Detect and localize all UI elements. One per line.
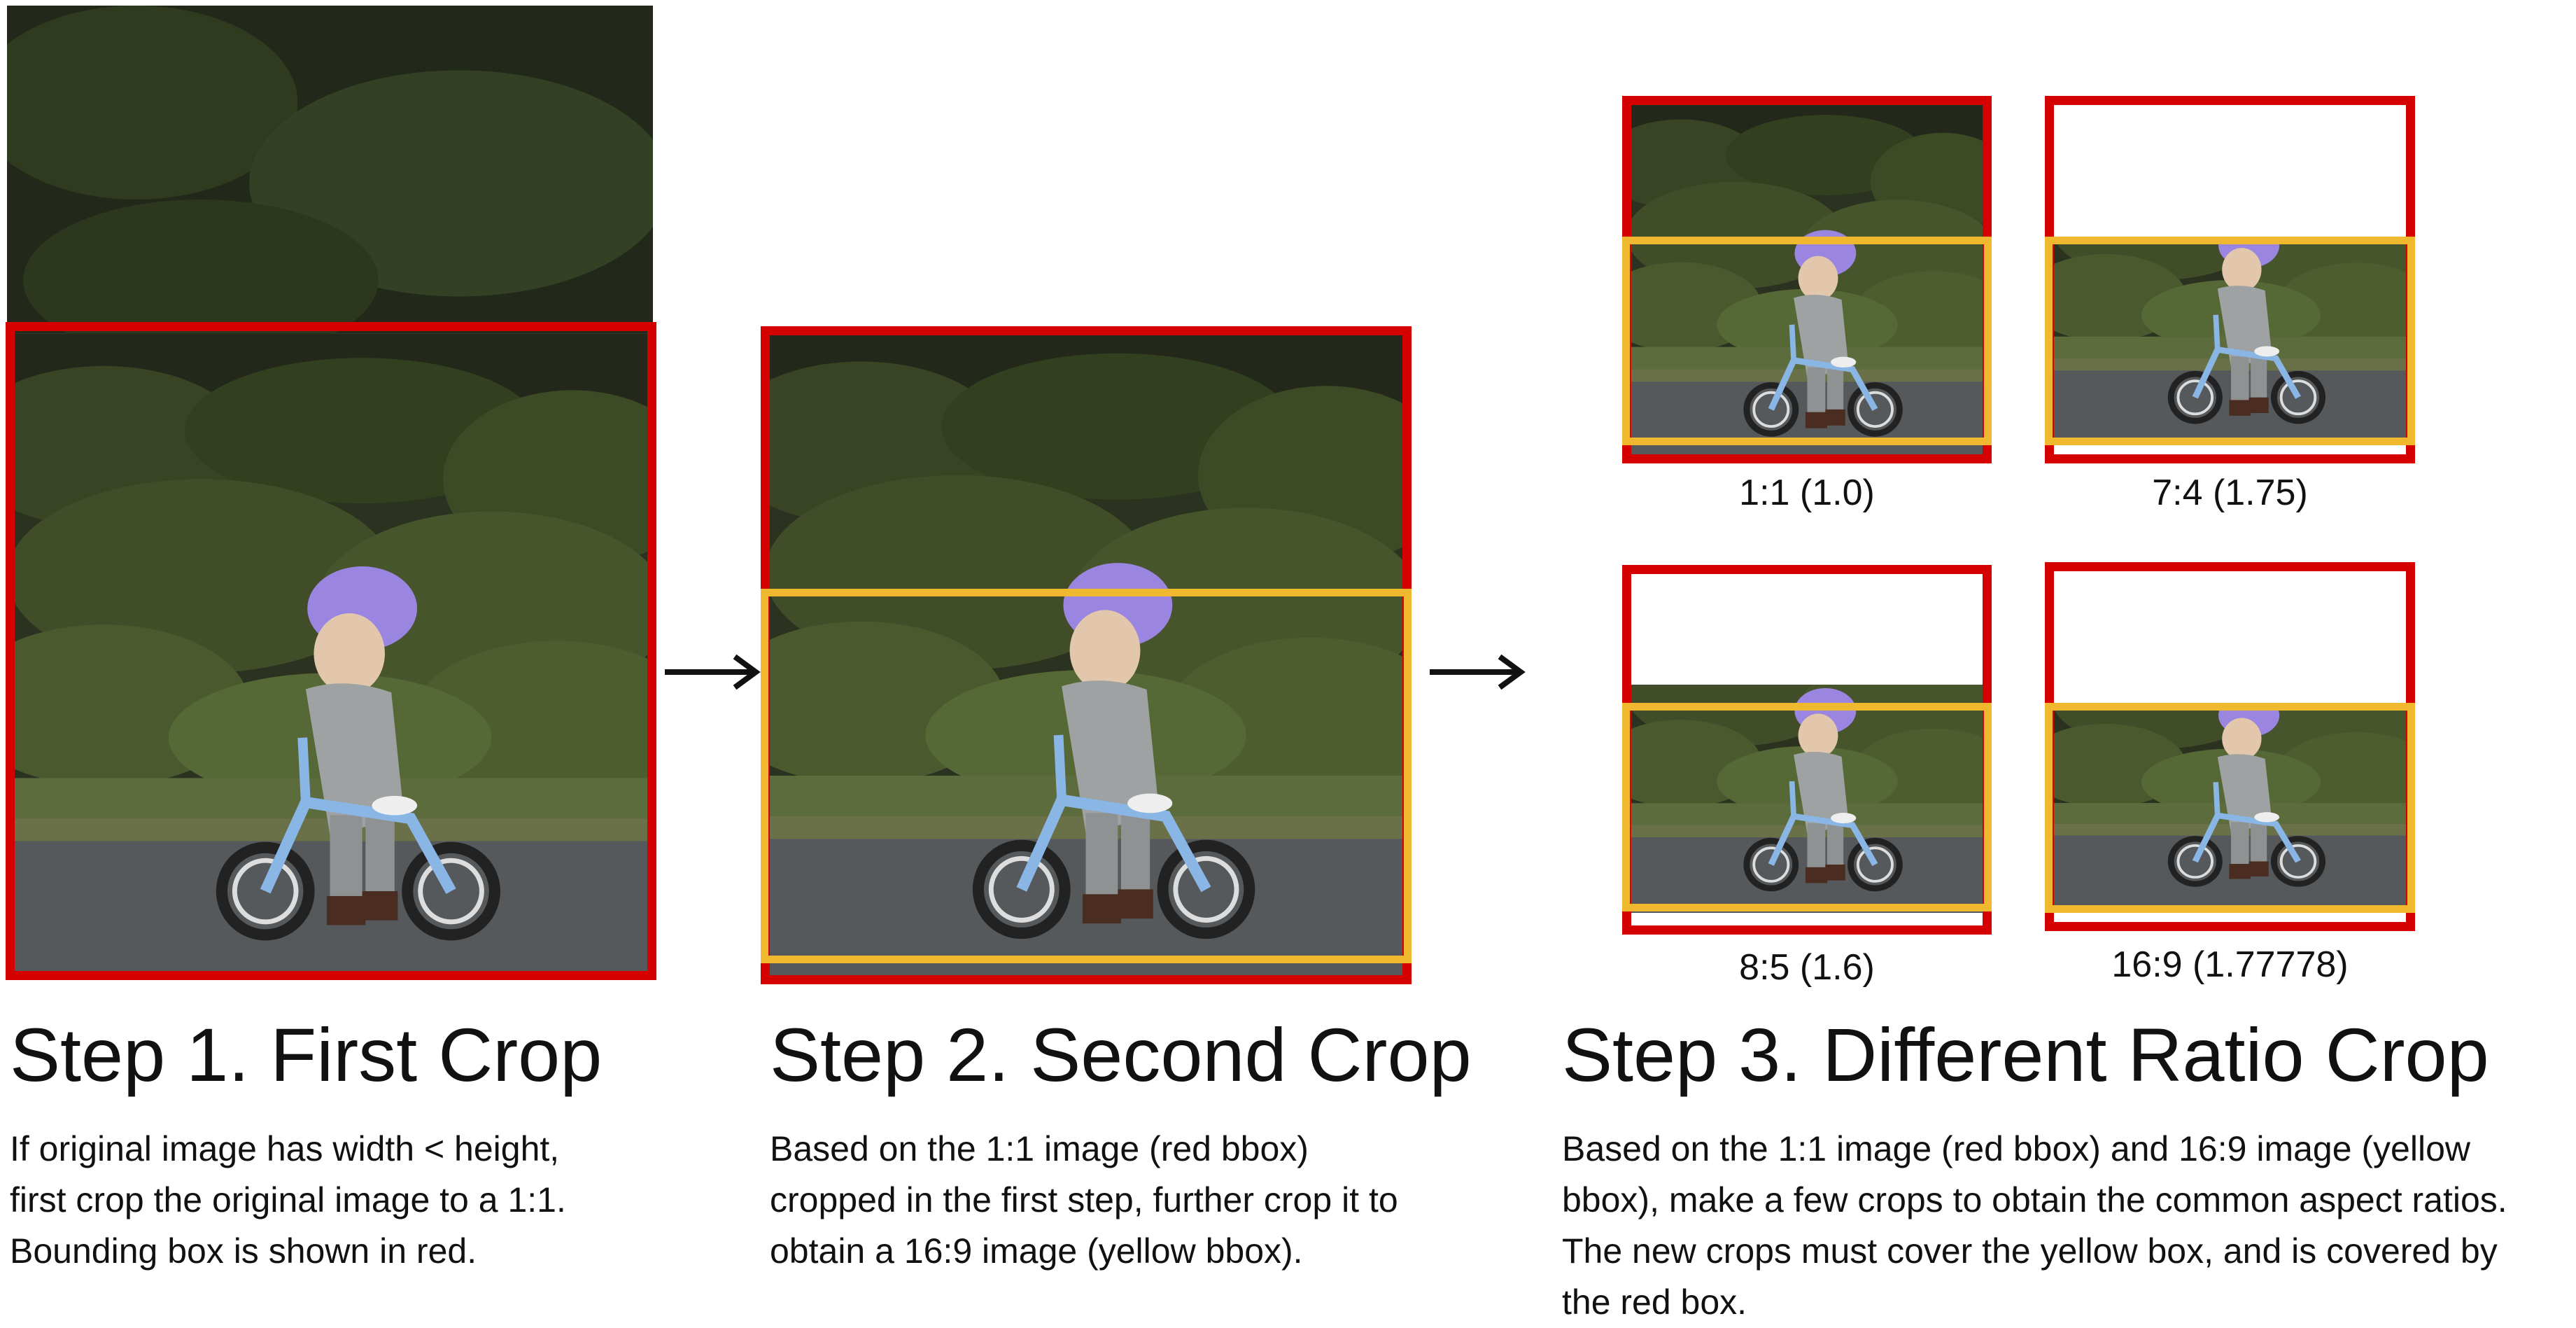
step1-desc-line: first crop the original image to a 1:1. [10, 1180, 566, 1219]
step1-desc-line: Bounding box is shown in red. [10, 1231, 477, 1271]
crop-8-5-yellow-bbox [1622, 703, 1992, 911]
step2-desc-line: Based on the 1:1 image (red bbox) [770, 1129, 1309, 1168]
step1-title: Step 1. First Crop [10, 1012, 603, 1097]
step2-red-bbox [761, 326, 1412, 984]
step1-red-bbox [6, 322, 656, 980]
step2-description: Based on the 1:1 image (red bbox) croppe… [770, 1124, 1398, 1277]
step3-title: Step 3. Different Ratio Crop [1562, 1012, 2489, 1097]
step2-desc-line: obtain a 16:9 image (yellow bbox). [770, 1231, 1303, 1271]
step3-desc-line: Based on the 1:1 image (red bbox) and 16… [1562, 1129, 2470, 1168]
step3-desc-line: The new crops must cover the yellow box,… [1562, 1231, 2498, 1271]
step3-description: Based on the 1:1 image (red bbox) and 16… [1562, 1124, 2507, 1328]
step2-yellow-bbox [761, 589, 1412, 963]
crop-7-4-label: 7:4 (1.75) [2152, 473, 2308, 513]
crop-16-9-label: 16:9 (1.77778) [2111, 944, 2349, 985]
step1-desc-line: If original image has width < height, [10, 1129, 560, 1168]
step3-desc-line: bbox), make a few crops to obtain the co… [1562, 1180, 2507, 1219]
crop-1-1-label: 1:1 (1.0) [1739, 473, 1875, 513]
crop-16-9-yellow-bbox [2045, 703, 2415, 913]
step1-original-photo [7, 6, 653, 980]
crop-7-4-yellow-bbox [2045, 237, 2415, 445]
photo-child-on-balance-bike [7, 6, 653, 980]
right-arrow-icon [1430, 655, 1526, 690]
step3-desc-line: the red box. [1562, 1282, 1747, 1322]
right-arrow-icon [665, 655, 761, 690]
crop-8-5-label: 8:5 (1.6) [1739, 947, 1875, 988]
step2-desc-line: cropped in the first step, further crop … [770, 1180, 1398, 1219]
step1-description: If original image has width < height, fi… [10, 1124, 566, 1277]
crop-1-1-yellow-bbox [1622, 237, 1992, 445]
step2-title: Step 2. Second Crop [770, 1012, 1472, 1097]
